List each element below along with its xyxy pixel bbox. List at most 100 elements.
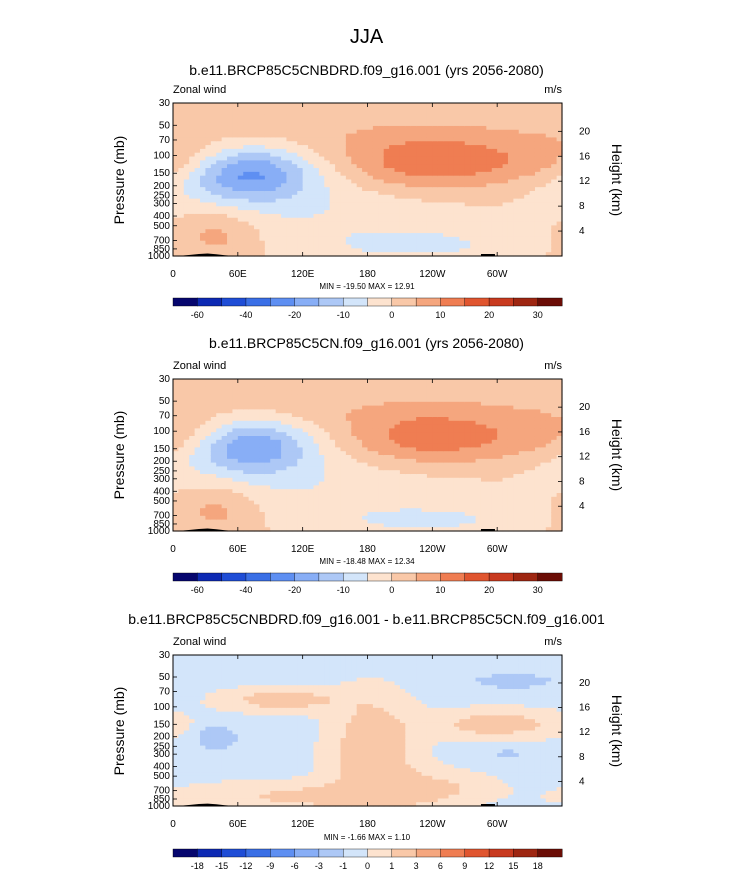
field-cell [340,244,347,249]
field-cell [432,125,439,131]
field-cell [270,213,277,219]
field-cell [324,190,331,196]
field-cell [426,477,433,483]
field-cell [227,424,234,429]
field-cell [243,462,250,467]
field-cell [372,210,379,215]
field-cell [534,129,541,135]
field-cell [448,133,455,139]
field-cell [453,156,460,161]
field-cell [448,160,455,165]
field-cell [275,244,282,249]
field-cell [551,164,558,169]
field-cell [270,382,277,388]
field-cell [437,424,444,429]
field-cell [243,221,250,226]
field-cell [378,125,385,131]
field-cell [237,125,244,131]
field-cell [324,164,331,169]
field-cell [340,236,347,242]
field-cell [443,156,450,161]
field-cell [502,125,509,131]
field-cell [210,194,217,200]
field-cell [237,156,244,161]
field-cell [372,379,379,384]
field-cell [378,470,385,475]
colorbar-label: -10 [337,310,350,320]
field-cell [399,160,406,165]
field-cell [491,114,498,119]
field-cell [497,221,504,226]
field-cell [194,190,201,196]
field-cell [416,164,423,169]
field-cell [502,248,509,253]
field-cell [178,240,185,246]
field-cell [448,213,455,219]
field-cell [178,106,185,112]
field-cell [237,413,244,418]
field-cell [308,455,315,460]
field-cell [345,508,352,513]
field-cell [362,221,369,226]
field-cell [221,206,228,211]
field-cell [464,187,471,192]
field-cell [394,118,401,123]
field-cell [389,379,396,384]
field-cell [556,103,563,108]
field-cell [356,527,363,532]
field-cell [313,168,320,173]
field-cell [173,477,179,483]
field-cell [529,213,536,219]
field-cell [189,156,196,161]
field-cell [259,183,266,188]
field-cell [518,145,525,150]
field-cell [308,206,315,211]
field-cell [378,240,385,246]
field-cell [335,103,342,108]
field-cell [351,156,358,161]
field-cell [254,202,261,207]
field-cell [194,114,201,119]
field-cell [200,405,207,410]
field-cell [248,519,255,524]
field-cell [286,141,293,146]
field-cell [329,179,336,184]
field-cell [345,428,352,433]
field-cell [335,198,342,204]
field-cell [237,405,244,410]
field-cell [372,451,379,456]
field-cell [513,229,520,234]
field-cell [470,168,477,173]
field-cell [437,221,444,226]
field-cell [270,110,277,116]
field-cell [259,137,266,142]
field-cell [383,420,390,426]
field-cell [383,194,390,200]
field-cell [221,125,228,131]
field-cell [302,523,309,528]
field-cell [335,462,342,467]
field-cell [281,156,288,161]
field-cell [437,187,444,192]
field-cell [200,248,207,253]
field-cell [383,145,390,150]
field-cell [432,236,439,242]
field-cell [318,470,325,475]
field-cell [378,462,385,467]
field-cell [329,485,336,490]
field-cell [232,190,239,196]
field-cell [210,493,217,498]
field-cell [491,213,498,219]
field-cell [394,133,401,139]
field-cell [470,229,477,234]
field-cell [432,527,439,532]
field-cell [335,466,342,471]
field-cell [286,398,293,403]
field-cell [464,148,471,154]
field-cell [345,213,352,219]
field-cell [248,504,255,509]
field-cell [178,451,185,456]
field-cell [254,110,261,116]
field-cell [437,401,444,407]
field-cell [551,187,558,192]
